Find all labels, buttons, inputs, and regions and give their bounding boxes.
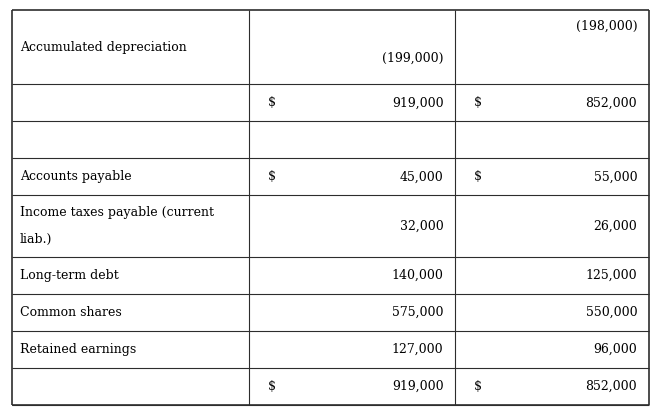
Text: 32,000: 32,000 [400, 220, 444, 232]
Text: 140,000: 140,000 [392, 269, 444, 282]
Text: Accumulated depreciation: Accumulated depreciation [20, 41, 186, 54]
Text: 125,000: 125,000 [586, 269, 637, 282]
Text: $: $ [268, 96, 276, 109]
Text: 96,000: 96,000 [594, 343, 637, 356]
Text: $: $ [268, 170, 276, 183]
Text: 550,000: 550,000 [586, 306, 637, 319]
Text: $: $ [474, 170, 482, 183]
Text: Long-term debt: Long-term debt [20, 269, 118, 282]
Text: 26,000: 26,000 [594, 220, 637, 232]
Text: 127,000: 127,000 [392, 343, 444, 356]
Text: Income taxes payable (current: Income taxes payable (current [20, 206, 214, 219]
Text: $: $ [268, 380, 276, 393]
Text: 55,000: 55,000 [594, 170, 637, 183]
Text: liab.): liab.) [20, 233, 52, 246]
Text: Retained earnings: Retained earnings [20, 343, 136, 356]
Text: 852,000: 852,000 [586, 380, 637, 393]
Text: (199,000): (199,000) [382, 52, 444, 65]
Text: 575,000: 575,000 [392, 306, 444, 319]
Text: $: $ [474, 96, 482, 109]
Text: Common shares: Common shares [20, 306, 122, 319]
Text: 852,000: 852,000 [586, 96, 637, 109]
Text: 45,000: 45,000 [400, 170, 444, 183]
Text: Accounts payable: Accounts payable [20, 170, 132, 183]
Text: (198,000): (198,000) [576, 20, 637, 33]
Text: 919,000: 919,000 [392, 96, 444, 109]
Text: $: $ [474, 380, 482, 393]
Text: 919,000: 919,000 [392, 380, 444, 393]
